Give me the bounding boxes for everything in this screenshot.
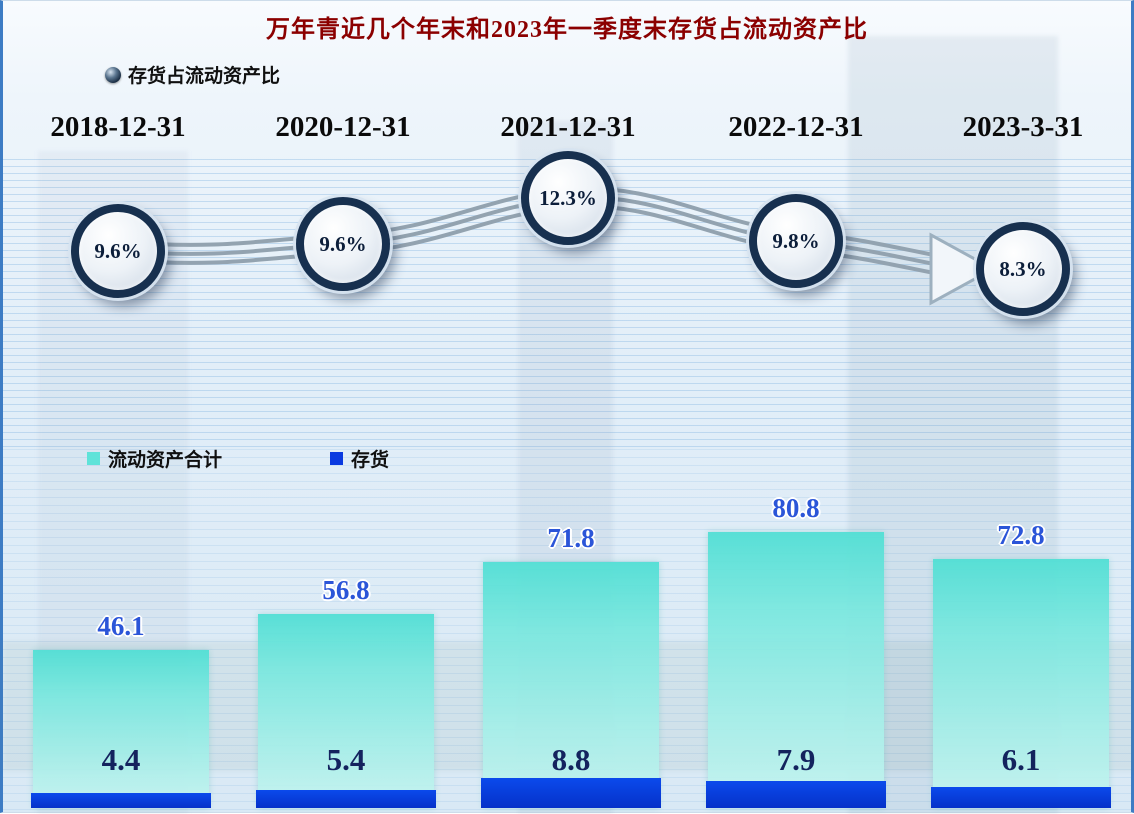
current-assets-value-label: 56.8 [322, 575, 370, 605]
ratio-point: 9.6% [71, 204, 165, 298]
inventory-legend-label: 存货 [351, 450, 390, 471]
inventory-value-label: 8.8 [551, 742, 591, 777]
bar-inventory [706, 781, 886, 808]
bar-current-assets [33, 650, 209, 808]
ratio-legend-marker-icon [105, 66, 121, 83]
bar-group: 72.8 6.1 [931, 463, 1111, 808]
ratio-point: 8.3% [976, 222, 1070, 316]
bar-inventory [31, 793, 211, 808]
inventory-swatch-icon [330, 452, 344, 465]
ratio-point-value: 9.6% [319, 231, 367, 256]
bar-current-assets [933, 559, 1109, 808]
bar-inventory [481, 778, 661, 808]
bar-group: 56.8 5.4 [256, 463, 436, 808]
bar-inventory [931, 787, 1111, 808]
bar-inventory [256, 790, 436, 808]
ratio-point-value: 12.3% [539, 185, 597, 210]
current-assets-swatch-icon [87, 452, 100, 465]
ratio-point-value: 9.6% [94, 238, 142, 263]
inventory-value-label: 6.1 [1001, 742, 1041, 777]
ratio-point-value: 9.8% [772, 228, 820, 253]
inventory-value-label: 5.4 [326, 742, 366, 777]
current-assets-value-label: 71.8 [547, 523, 595, 553]
ratio-point: 9.6% [296, 197, 390, 291]
ratio-legend-label: 存货占流动资产比 [128, 66, 281, 87]
bar-group: 71.8 8.8 [481, 463, 661, 808]
current-assets-value-label: 80.8 [772, 493, 820, 523]
date-label: 2023-3-31 [962, 111, 1084, 143]
bar-current-assets [483, 562, 659, 808]
ratio-point: 12.3% [521, 151, 615, 245]
bar-current-assets [258, 614, 434, 808]
bar-current-assets [708, 532, 884, 808]
date-label: 2022-12-31 [728, 111, 864, 143]
bar-group: 80.8 7.9 [706, 463, 886, 808]
chart-title: 万年青近几个年末和2023年一季度末存货占流动资产比 [266, 17, 868, 43]
bar-group: 46.1 4.4 [31, 463, 211, 808]
current-assets-value-label: 46.1 [97, 611, 145, 641]
ratio-legend: 存货占流动资产比 [105, 61, 280, 88]
bars-legend: 流动资产合计 存货 [87, 445, 389, 472]
inventory-value-label: 7.9 [776, 742, 816, 777]
date-label: 2018-12-31 [50, 111, 186, 143]
inventory-value-label: 4.4 [101, 742, 141, 777]
ratio-point-value: 8.3% [999, 256, 1047, 281]
ratio-point: 9.8% [749, 194, 843, 288]
date-label: 2020-12-31 [275, 111, 411, 143]
current-assets-legend-label: 流动资产合计 [108, 450, 223, 471]
date-label: 2021-12-31 [500, 111, 636, 143]
current-assets-value-label: 72.8 [997, 520, 1045, 550]
